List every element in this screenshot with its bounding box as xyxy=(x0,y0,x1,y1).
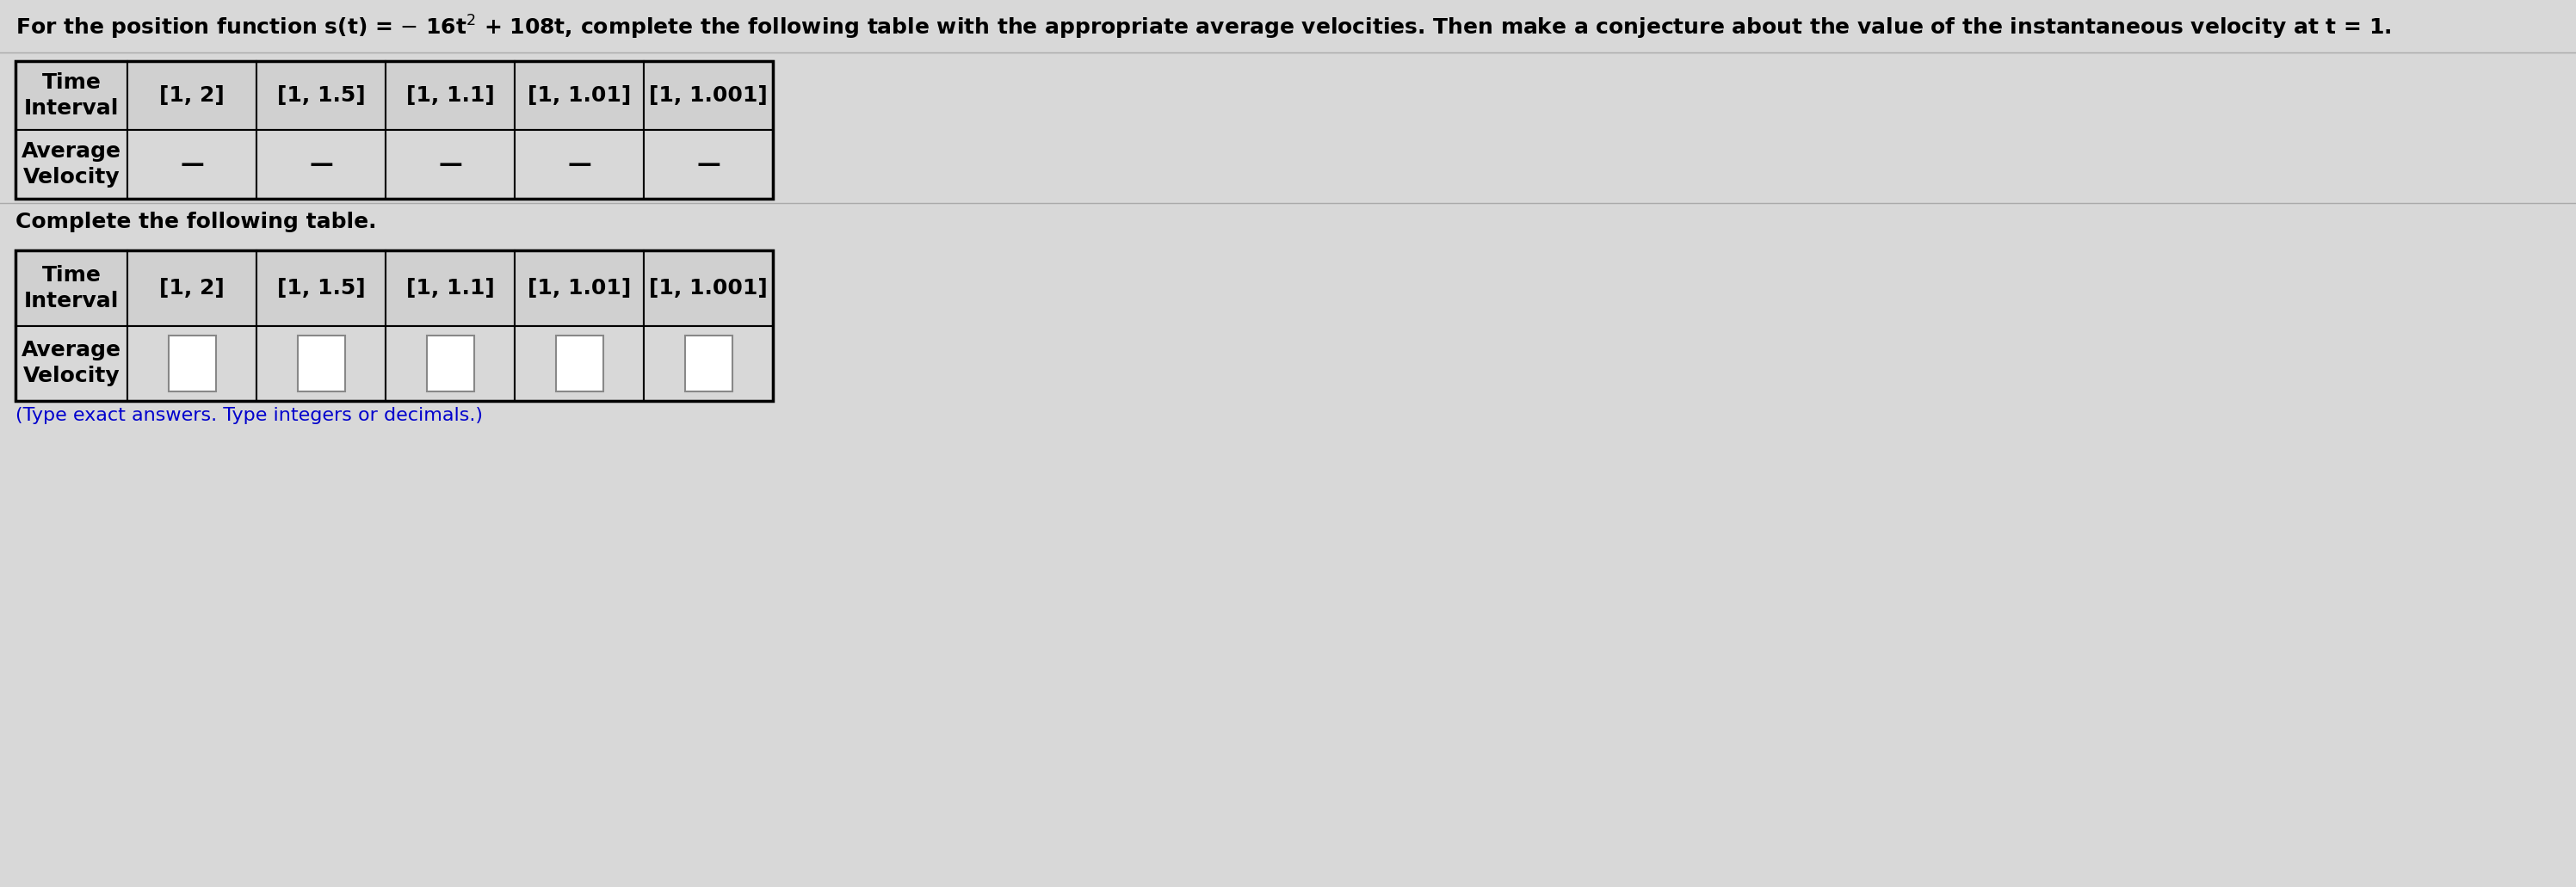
Text: Average
Velocity: Average Velocity xyxy=(21,141,121,187)
Bar xyxy=(15,61,126,130)
Bar xyxy=(515,130,644,199)
Bar xyxy=(258,130,386,199)
Text: [1, 2]: [1, 2] xyxy=(160,278,224,298)
Bar xyxy=(556,335,603,391)
Text: [1, 1.001]: [1, 1.001] xyxy=(649,278,768,298)
Bar xyxy=(15,130,126,199)
Bar xyxy=(15,250,773,401)
Text: [1, 1.1]: [1, 1.1] xyxy=(407,278,495,298)
Text: Average
Velocity: Average Velocity xyxy=(21,341,121,387)
Bar xyxy=(296,335,345,391)
Bar xyxy=(126,130,258,199)
Bar xyxy=(644,250,773,326)
Bar xyxy=(126,61,258,130)
Bar xyxy=(428,335,474,391)
Text: —: — xyxy=(567,153,590,177)
Bar xyxy=(15,250,126,326)
Bar xyxy=(167,335,216,391)
Text: [1, 1.01]: [1, 1.01] xyxy=(528,278,631,298)
Bar xyxy=(258,250,386,326)
Bar xyxy=(685,335,732,391)
Bar xyxy=(15,61,773,199)
Bar xyxy=(515,250,644,326)
Text: —: — xyxy=(309,153,332,177)
Text: [1, 1.5]: [1, 1.5] xyxy=(276,278,366,298)
Bar xyxy=(515,326,644,401)
Text: —: — xyxy=(438,153,461,177)
Bar xyxy=(386,250,515,326)
Text: (Type exact answers. Type integers or decimals.): (Type exact answers. Type integers or de… xyxy=(15,407,482,424)
Text: For the position function s(t) = $-$ 16t$^{2}$ + 108t, complete the following ta: For the position function s(t) = $-$ 16t… xyxy=(15,14,2391,42)
Bar xyxy=(258,61,386,130)
Text: [1, 1.5]: [1, 1.5] xyxy=(276,85,366,106)
Text: —: — xyxy=(180,153,204,177)
Text: [1, 2]: [1, 2] xyxy=(160,85,224,106)
Bar xyxy=(386,61,515,130)
Text: [1, 1.1]: [1, 1.1] xyxy=(407,85,495,106)
Bar xyxy=(644,326,773,401)
Bar xyxy=(644,130,773,199)
Bar xyxy=(15,326,126,401)
Text: Complete the following table.: Complete the following table. xyxy=(15,212,376,232)
Bar xyxy=(126,250,258,326)
Text: [1, 1.01]: [1, 1.01] xyxy=(528,85,631,106)
Bar xyxy=(386,130,515,199)
Text: [1, 1.001]: [1, 1.001] xyxy=(649,85,768,106)
Text: Time
Interval: Time Interval xyxy=(23,265,118,311)
Bar xyxy=(644,61,773,130)
Text: Time
Interval: Time Interval xyxy=(23,73,118,119)
Bar xyxy=(126,326,258,401)
Bar xyxy=(386,326,515,401)
Text: —: — xyxy=(696,153,721,177)
Bar xyxy=(258,326,386,401)
Bar xyxy=(515,61,644,130)
